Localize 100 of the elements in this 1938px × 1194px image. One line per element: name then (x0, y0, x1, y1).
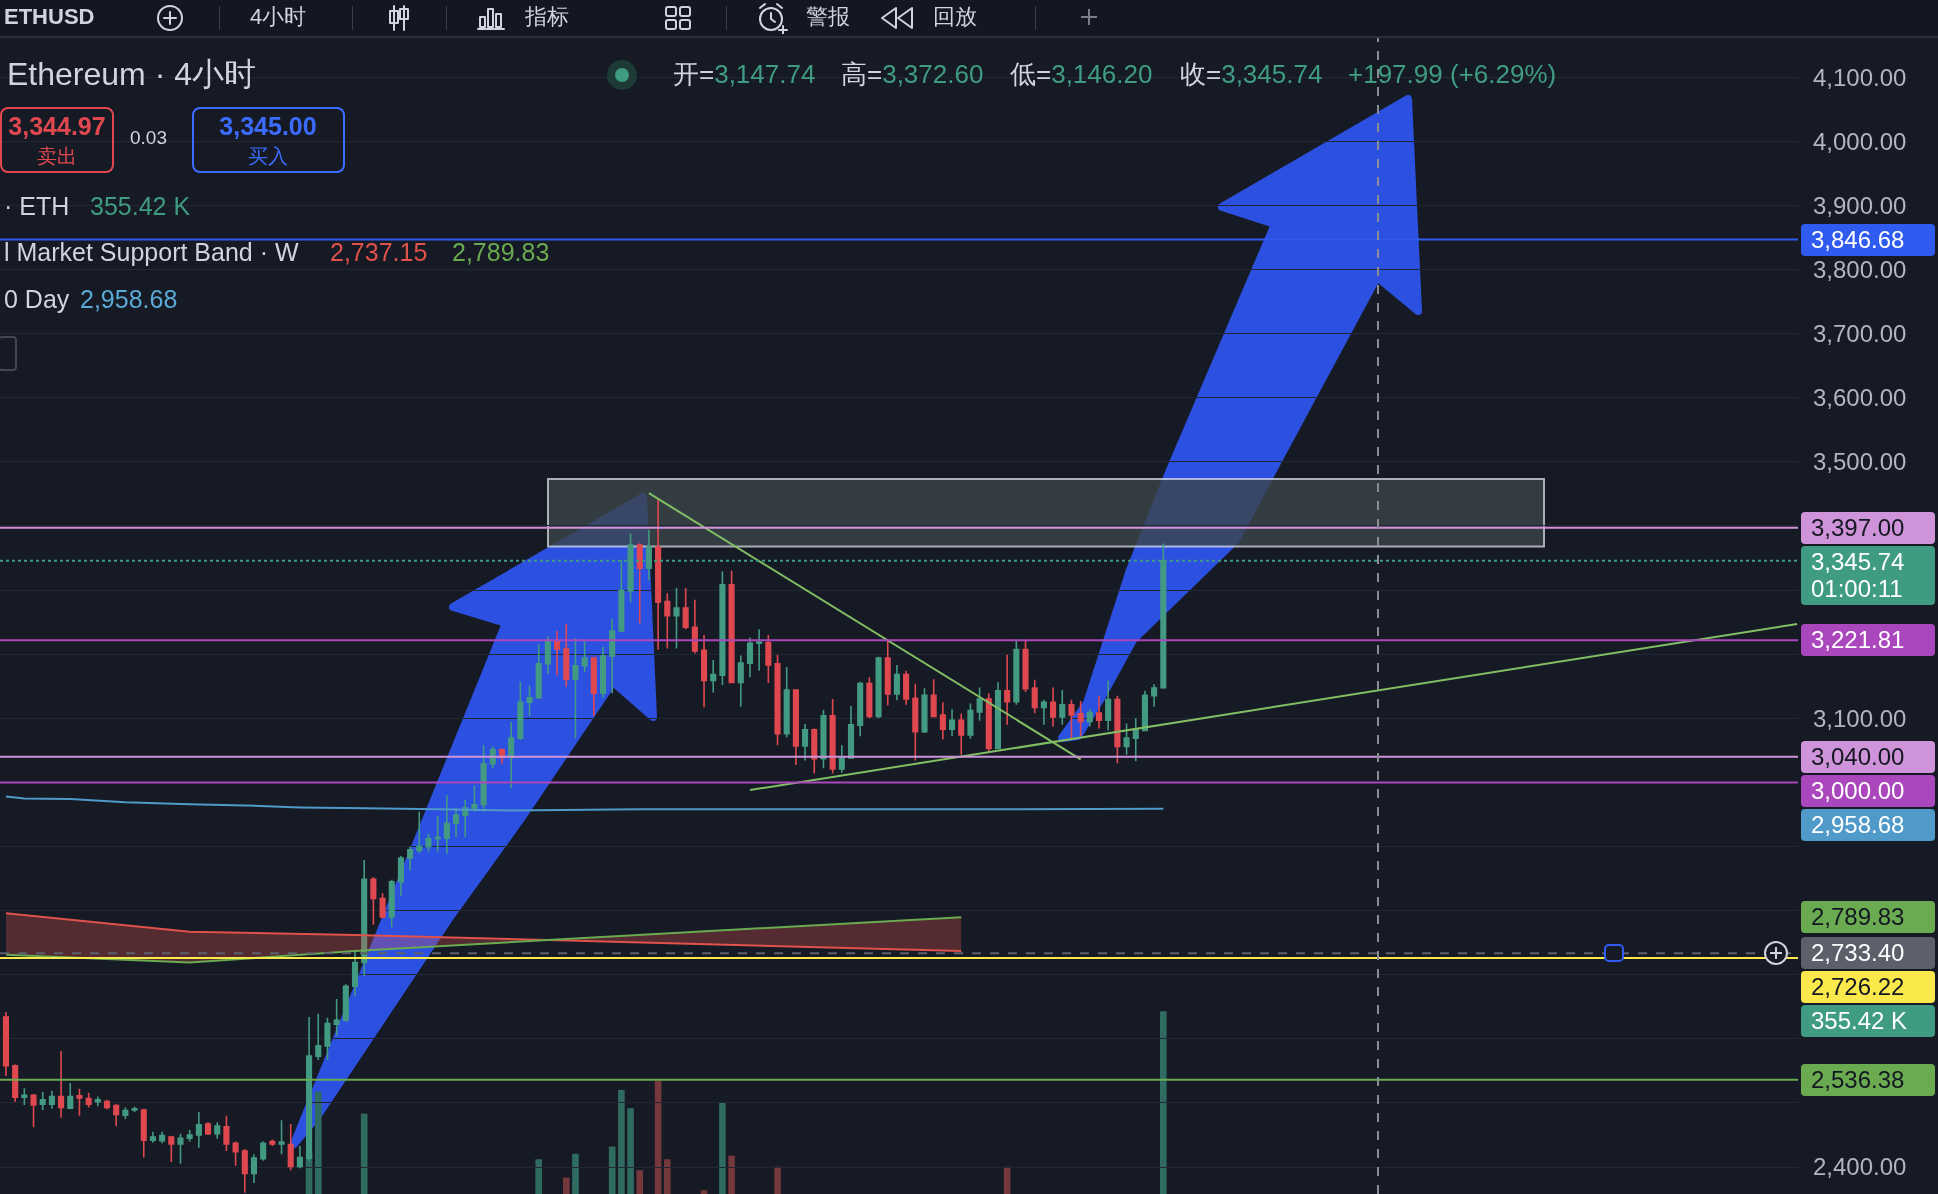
ref-line-label: 3,040.00 (1801, 740, 1935, 773)
candlestick (1077, 700, 1084, 738)
candlestick (903, 670, 910, 706)
annotation: +197.99 (+6.29%) (1348, 59, 1557, 91)
candlestick (691, 598, 698, 655)
candlestick (333, 998, 340, 1037)
candlestick (912, 682, 919, 762)
ref-line-label: 2,726.22 (1801, 971, 1935, 1004)
bar (700, 1190, 708, 1194)
y-tick-label: 2,400.00 (1813, 1153, 1907, 1181)
candlestick (379, 892, 386, 920)
text: 4小时 (250, 3, 307, 31)
candlestick (948, 708, 956, 738)
ref-line-label: 2,733.40 (1801, 937, 1935, 970)
candlestick (2, 1011, 10, 1077)
candlestick (572, 637, 579, 739)
bar (719, 1102, 726, 1194)
y-tick-label: 3,600.00 (1813, 384, 1907, 412)
bar (360, 1113, 368, 1194)
candlestick (783, 666, 790, 739)
candlestick (728, 570, 735, 684)
y-tick-label: 3,900.00 (1813, 191, 1907, 219)
candlestick (700, 634, 708, 709)
candlestick (884, 639, 891, 707)
candlestick (590, 655, 597, 717)
candlestick (241, 1148, 248, 1194)
candlestick (829, 698, 836, 775)
bar (664, 1159, 671, 1194)
candlestick (223, 1114, 230, 1152)
ref-line-label: 3,397.00 (1801, 511, 1935, 544)
candlestick (1040, 698, 1047, 726)
candlestick (324, 1016, 331, 1061)
bar (535, 1159, 543, 1194)
candlestick (425, 832, 432, 853)
candlestick (1086, 708, 1093, 728)
candlestick (1013, 638, 1020, 706)
candlestick (1004, 653, 1011, 726)
candlestick (443, 794, 450, 855)
candlestick (719, 570, 726, 686)
candlestick (756, 628, 763, 672)
candlestick (994, 681, 1002, 750)
text: 2,789.83 (1801, 901, 1935, 934)
annotation: 开=3,147.74 (673, 59, 816, 91)
candlestick (1050, 686, 1057, 728)
annotation: 收=3,345.74 (1180, 59, 1323, 91)
candlestick (1031, 678, 1038, 714)
candlestick (820, 709, 827, 770)
annotation: 3,344.97 (8, 112, 106, 140)
bar (314, 1091, 322, 1194)
annotation: 0.03 (130, 126, 167, 150)
candlestick (1095, 695, 1103, 730)
text: Ethereum · 4小时 (7, 55, 256, 94)
annotation: 2,958.68 (80, 284, 178, 314)
candlestick (939, 701, 946, 741)
candlestick (159, 1131, 166, 1145)
candlestick (544, 635, 551, 675)
candlestick (149, 1131, 156, 1144)
candlestick (250, 1153, 258, 1184)
candlestick (48, 1089, 55, 1110)
bar (618, 1089, 625, 1194)
y-tick-label: 3,500.00 (1813, 448, 1907, 476)
candlestick (296, 1145, 303, 1170)
candlestick (866, 676, 873, 720)
bar (636, 1170, 644, 1194)
candlestick (131, 1106, 138, 1113)
candlestick (774, 653, 781, 746)
ref-line-label: 3,221.81 (1801, 624, 1935, 657)
ref-line-label: 3,846.68 (1801, 223, 1935, 256)
candlestick (407, 845, 414, 872)
candlestick (517, 680, 524, 741)
candlestick (397, 855, 404, 897)
candlestick (204, 1121, 212, 1136)
candlestick (278, 1119, 285, 1156)
candlestick (85, 1091, 92, 1109)
candlestick (480, 744, 487, 813)
bar (774, 1166, 781, 1194)
candlestick (1141, 689, 1148, 732)
candlestick (746, 636, 754, 679)
bar (627, 1108, 634, 1194)
annotation: 2,789.83 (452, 237, 550, 267)
annotation: 355.42 K (90, 191, 191, 221)
annotation: 买入 (247, 144, 289, 168)
candlestick (682, 587, 689, 630)
candlestick (535, 643, 542, 700)
candlestick (636, 542, 643, 625)
candlestick (985, 692, 992, 753)
y-tick-label: 3,100.00 (1813, 704, 1907, 732)
candlestick (388, 879, 395, 929)
candlestick (39, 1091, 46, 1111)
candlestick (168, 1134, 175, 1163)
candlestick (67, 1082, 74, 1111)
candlestick (434, 815, 441, 853)
candlestick (342, 983, 349, 1023)
candlestick (315, 1013, 322, 1061)
candlestick (563, 623, 570, 688)
bar (728, 1155, 735, 1194)
candlestick (508, 721, 515, 789)
candlestick (287, 1123, 294, 1172)
candlestick (140, 1107, 147, 1159)
candlestick (802, 723, 809, 762)
